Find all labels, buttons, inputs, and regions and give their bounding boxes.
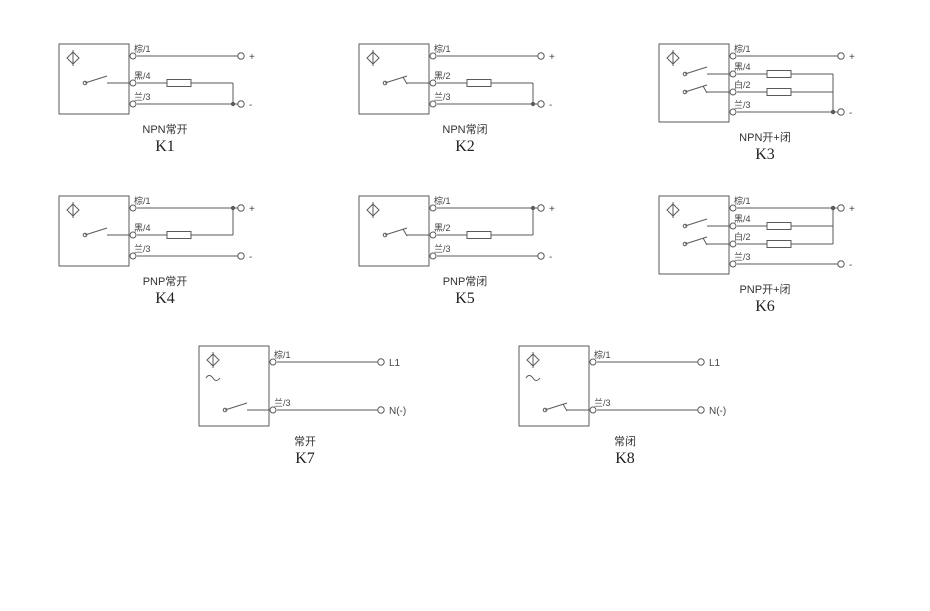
diagram-row: 棕/1 + 黑/4 兰/3 - NPN常开 K1 棕/1 + 黑/2 兰/3 - NPN常闭 K2 棕/1 +… <box>0 40 930 164</box>
diagram-code: K4 <box>55 290 275 308</box>
svg-text:黑/4: 黑/4 <box>734 62 751 72</box>
diagram-code: K6 <box>655 298 875 316</box>
diagram-k8: 棕/1 L1 兰/3 N(-) 常闭 K8 <box>515 342 735 468</box>
svg-text:兰/3: 兰/3 <box>274 397 291 408</box>
svg-text:兰/3: 兰/3 <box>434 243 451 254</box>
svg-text:-: - <box>549 100 552 111</box>
svg-text:+: + <box>249 204 255 215</box>
diagram-code: K3 <box>655 146 875 164</box>
svg-text:兰/3: 兰/3 <box>734 99 751 110</box>
diagram-caption: NPN常闭 <box>355 124 575 136</box>
svg-text:-: - <box>849 260 852 271</box>
svg-text:-: - <box>249 100 252 111</box>
svg-text:兰/3: 兰/3 <box>134 91 151 102</box>
diagram-k1: 棕/1 + 黑/4 兰/3 - NPN常开 K1 <box>55 40 275 164</box>
diagram-code: K5 <box>355 290 575 308</box>
svg-text:白/2: 白/2 <box>734 231 751 242</box>
svg-text:棕/1: 棕/1 <box>274 349 291 360</box>
svg-text:L1: L1 <box>709 358 721 369</box>
diagram-row: 棕/1 + 黑/4 兰/3 - PNP常开 K4 棕/1 + 黑/2 兰/3 - PNP常闭 K5 棕/1 +… <box>0 192 930 316</box>
svg-text:兰/3: 兰/3 <box>434 91 451 102</box>
svg-text:棕/1: 棕/1 <box>594 349 611 360</box>
svg-text:-: - <box>849 108 852 119</box>
svg-text:棕/1: 棕/1 <box>434 195 451 206</box>
svg-text:棕/1: 棕/1 <box>134 43 151 54</box>
svg-text:N(-): N(-) <box>709 406 726 417</box>
diagram-code: K7 <box>195 450 415 468</box>
diagram-caption: NPN开+闭 <box>655 132 875 144</box>
svg-text:+: + <box>249 52 255 63</box>
svg-text:黑/2: 黑/2 <box>434 71 451 81</box>
svg-text:-: - <box>549 252 552 263</box>
svg-text:兰/3: 兰/3 <box>134 243 151 254</box>
svg-text:+: + <box>849 52 855 63</box>
svg-text:白/2: 白/2 <box>734 79 751 90</box>
svg-text:棕/1: 棕/1 <box>134 195 151 206</box>
svg-text:黑/4: 黑/4 <box>134 71 151 81</box>
diagram-caption: PNP开+闭 <box>655 284 875 296</box>
svg-text:+: + <box>549 204 555 215</box>
svg-text:棕/1: 棕/1 <box>734 195 751 206</box>
svg-text:+: + <box>549 52 555 63</box>
diagram-code: K1 <box>55 138 275 156</box>
svg-text:黑/2: 黑/2 <box>434 223 451 233</box>
diagram-k5: 棕/1 + 黑/2 兰/3 - PNP常闭 K5 <box>355 192 575 316</box>
diagram-k6: 棕/1 + 黑/4 白/2 兰/3 - PNP开+闭 K6 <box>655 192 875 316</box>
svg-text:-: - <box>249 252 252 263</box>
svg-text:黑/4: 黑/4 <box>134 223 151 233</box>
diagram-k7: 棕/1 L1 兰/3 N(-) 常开 K7 <box>195 342 415 468</box>
diagram-k2: 棕/1 + 黑/2 兰/3 - NPN常闭 K2 <box>355 40 575 164</box>
diagram-caption: 常开 <box>195 436 415 448</box>
diagram-row: 棕/1 L1 兰/3 N(-) 常开 K7 棕/1 L1 兰/3 N(-) 常闭 K8 <box>0 330 930 468</box>
svg-text:兰/3: 兰/3 <box>734 251 751 262</box>
svg-text:棕/1: 棕/1 <box>434 43 451 54</box>
wiring-diagram-grid: 棕/1 + 黑/4 兰/3 - NPN常开 K1 棕/1 + 黑/2 兰/3 - NPN常闭 K2 棕/1 +… <box>0 0 930 468</box>
svg-text:黑/4: 黑/4 <box>734 214 751 224</box>
diagram-caption: 常闭 <box>515 436 735 448</box>
diagram-k4: 棕/1 + 黑/4 兰/3 - PNP常开 K4 <box>55 192 275 316</box>
svg-text:兰/3: 兰/3 <box>594 397 611 408</box>
svg-text:N(-): N(-) <box>389 406 406 417</box>
diagram-caption: PNP常开 <box>55 276 275 288</box>
diagram-k3: 棕/1 + 黑/4 白/2 兰/3 - NPN开+闭 K3 <box>655 40 875 164</box>
diagram-caption: PNP常闭 <box>355 276 575 288</box>
diagram-caption: NPN常开 <box>55 124 275 136</box>
svg-text:L1: L1 <box>389 358 401 369</box>
svg-text:棕/1: 棕/1 <box>734 43 751 54</box>
diagram-code: K2 <box>355 138 575 156</box>
svg-text:+: + <box>849 204 855 215</box>
diagram-code: K8 <box>515 450 735 468</box>
